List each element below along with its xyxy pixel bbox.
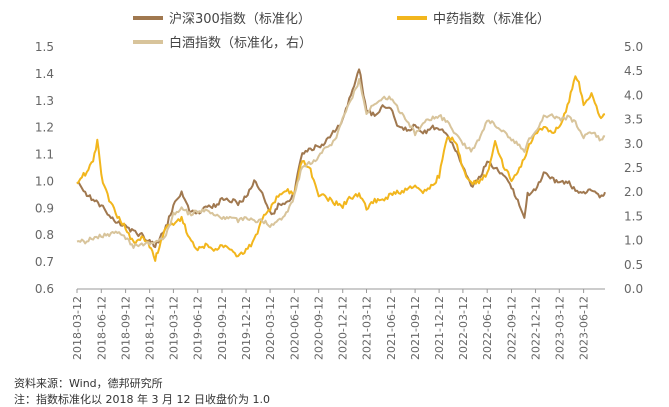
left-tick-label: 0.8	[35, 228, 54, 242]
right-tick-label: 5.0	[624, 40, 643, 54]
left-tick-label: 1.2	[35, 121, 54, 135]
x-tick-label: 2022-03-12	[457, 296, 470, 360]
series-line	[76, 68, 606, 249]
x-tick-label: 2023-03-12	[553, 296, 566, 360]
left-tick-label: 1.0	[35, 174, 54, 188]
right-tick-label: 0.0	[624, 282, 643, 296]
right-tick-label: 1.0	[624, 234, 643, 248]
x-tick-label: 2018-09-12	[120, 296, 133, 360]
left-tick-label: 1.4	[35, 67, 54, 81]
x-tick-label: 2021-09-12	[409, 296, 422, 360]
right-tick-label: 3.0	[624, 137, 643, 151]
x-tick-label: 2018-06-12	[95, 296, 108, 360]
x-tick-label: 2018-12-12	[144, 296, 157, 360]
left-tick-label: 0.6	[35, 282, 54, 296]
right-tick-label: 4.5	[624, 64, 643, 78]
x-tick-label: 2022-12-12	[530, 296, 543, 360]
x-tick-label: 2022-09-12	[505, 296, 518, 360]
x-tick-label: 2023-06-12	[578, 296, 591, 360]
left-tick-label: 1.1	[35, 148, 54, 162]
right-tick-label: 4.0	[624, 88, 643, 102]
right-tick-label: 2.5	[624, 161, 643, 175]
legend-label: 中药指数（标准化）	[433, 12, 550, 27]
normalization-note: 注：指数标准化以 2018 年 3 月 12 日收盘价为 1.0	[14, 393, 270, 406]
x-tick-label: 2021-12-12	[433, 296, 446, 360]
x-tick-label: 2019-06-12	[192, 296, 205, 360]
series-line	[76, 75, 606, 262]
series-layer	[76, 68, 606, 262]
x-tick-label: 2021-06-12	[385, 296, 398, 360]
source-note: 资料来源：Wind，德邦研究所	[14, 377, 163, 390]
legend-label: 沪深300指数（标准化）	[169, 11, 311, 27]
legend-label: 白酒指数（标准化，右）	[169, 35, 312, 51]
chart-legend: 沪深300指数（标准化） 中药指数（标准化） 白酒指数（标准化，右）	[133, 11, 550, 51]
left-axis: 0.6 0.7 0.8 0.9 1.0 1.1 1.2 1.3 1.4 1.5	[35, 40, 54, 296]
x-tick-label: 2021-03-12	[360, 296, 373, 360]
x-tick-label: 2022-06-12	[481, 296, 494, 360]
right-tick-label: 1.5	[624, 209, 643, 223]
x-tick-label: 2019-12-12	[240, 296, 253, 360]
x-tick-label: 2020-03-12	[264, 296, 277, 360]
right-axis: 0.0 0.5 1.0 1.5 2.0 2.5 3.0 3.5 4.0 4.5 5.0	[624, 40, 643, 296]
x-tick-label: 2019-09-12	[216, 296, 229, 360]
left-tick-label: 1.5	[35, 40, 54, 54]
left-tick-label: 0.7	[35, 255, 54, 269]
x-tick-label: 2018-03-12	[71, 296, 84, 360]
x-axis: 2018-03-12 2018-06-12 2018-09-12 2018-12-12…	[71, 288, 605, 360]
left-tick-label: 0.9	[35, 201, 54, 215]
x-tick-label: 2020-09-12	[313, 296, 326, 360]
right-tick-label: 3.5	[624, 113, 643, 127]
left-tick-label: 1.3	[35, 94, 54, 108]
x-tick-label: 2020-06-12	[288, 296, 301, 360]
x-tick-label: 2019-03-12	[167, 296, 180, 360]
x-tick-label: 2020-12-12	[337, 296, 350, 360]
right-tick-label: 0.5	[624, 258, 643, 272]
right-tick-label: 2.0	[624, 185, 643, 199]
series-line	[76, 78, 606, 249]
